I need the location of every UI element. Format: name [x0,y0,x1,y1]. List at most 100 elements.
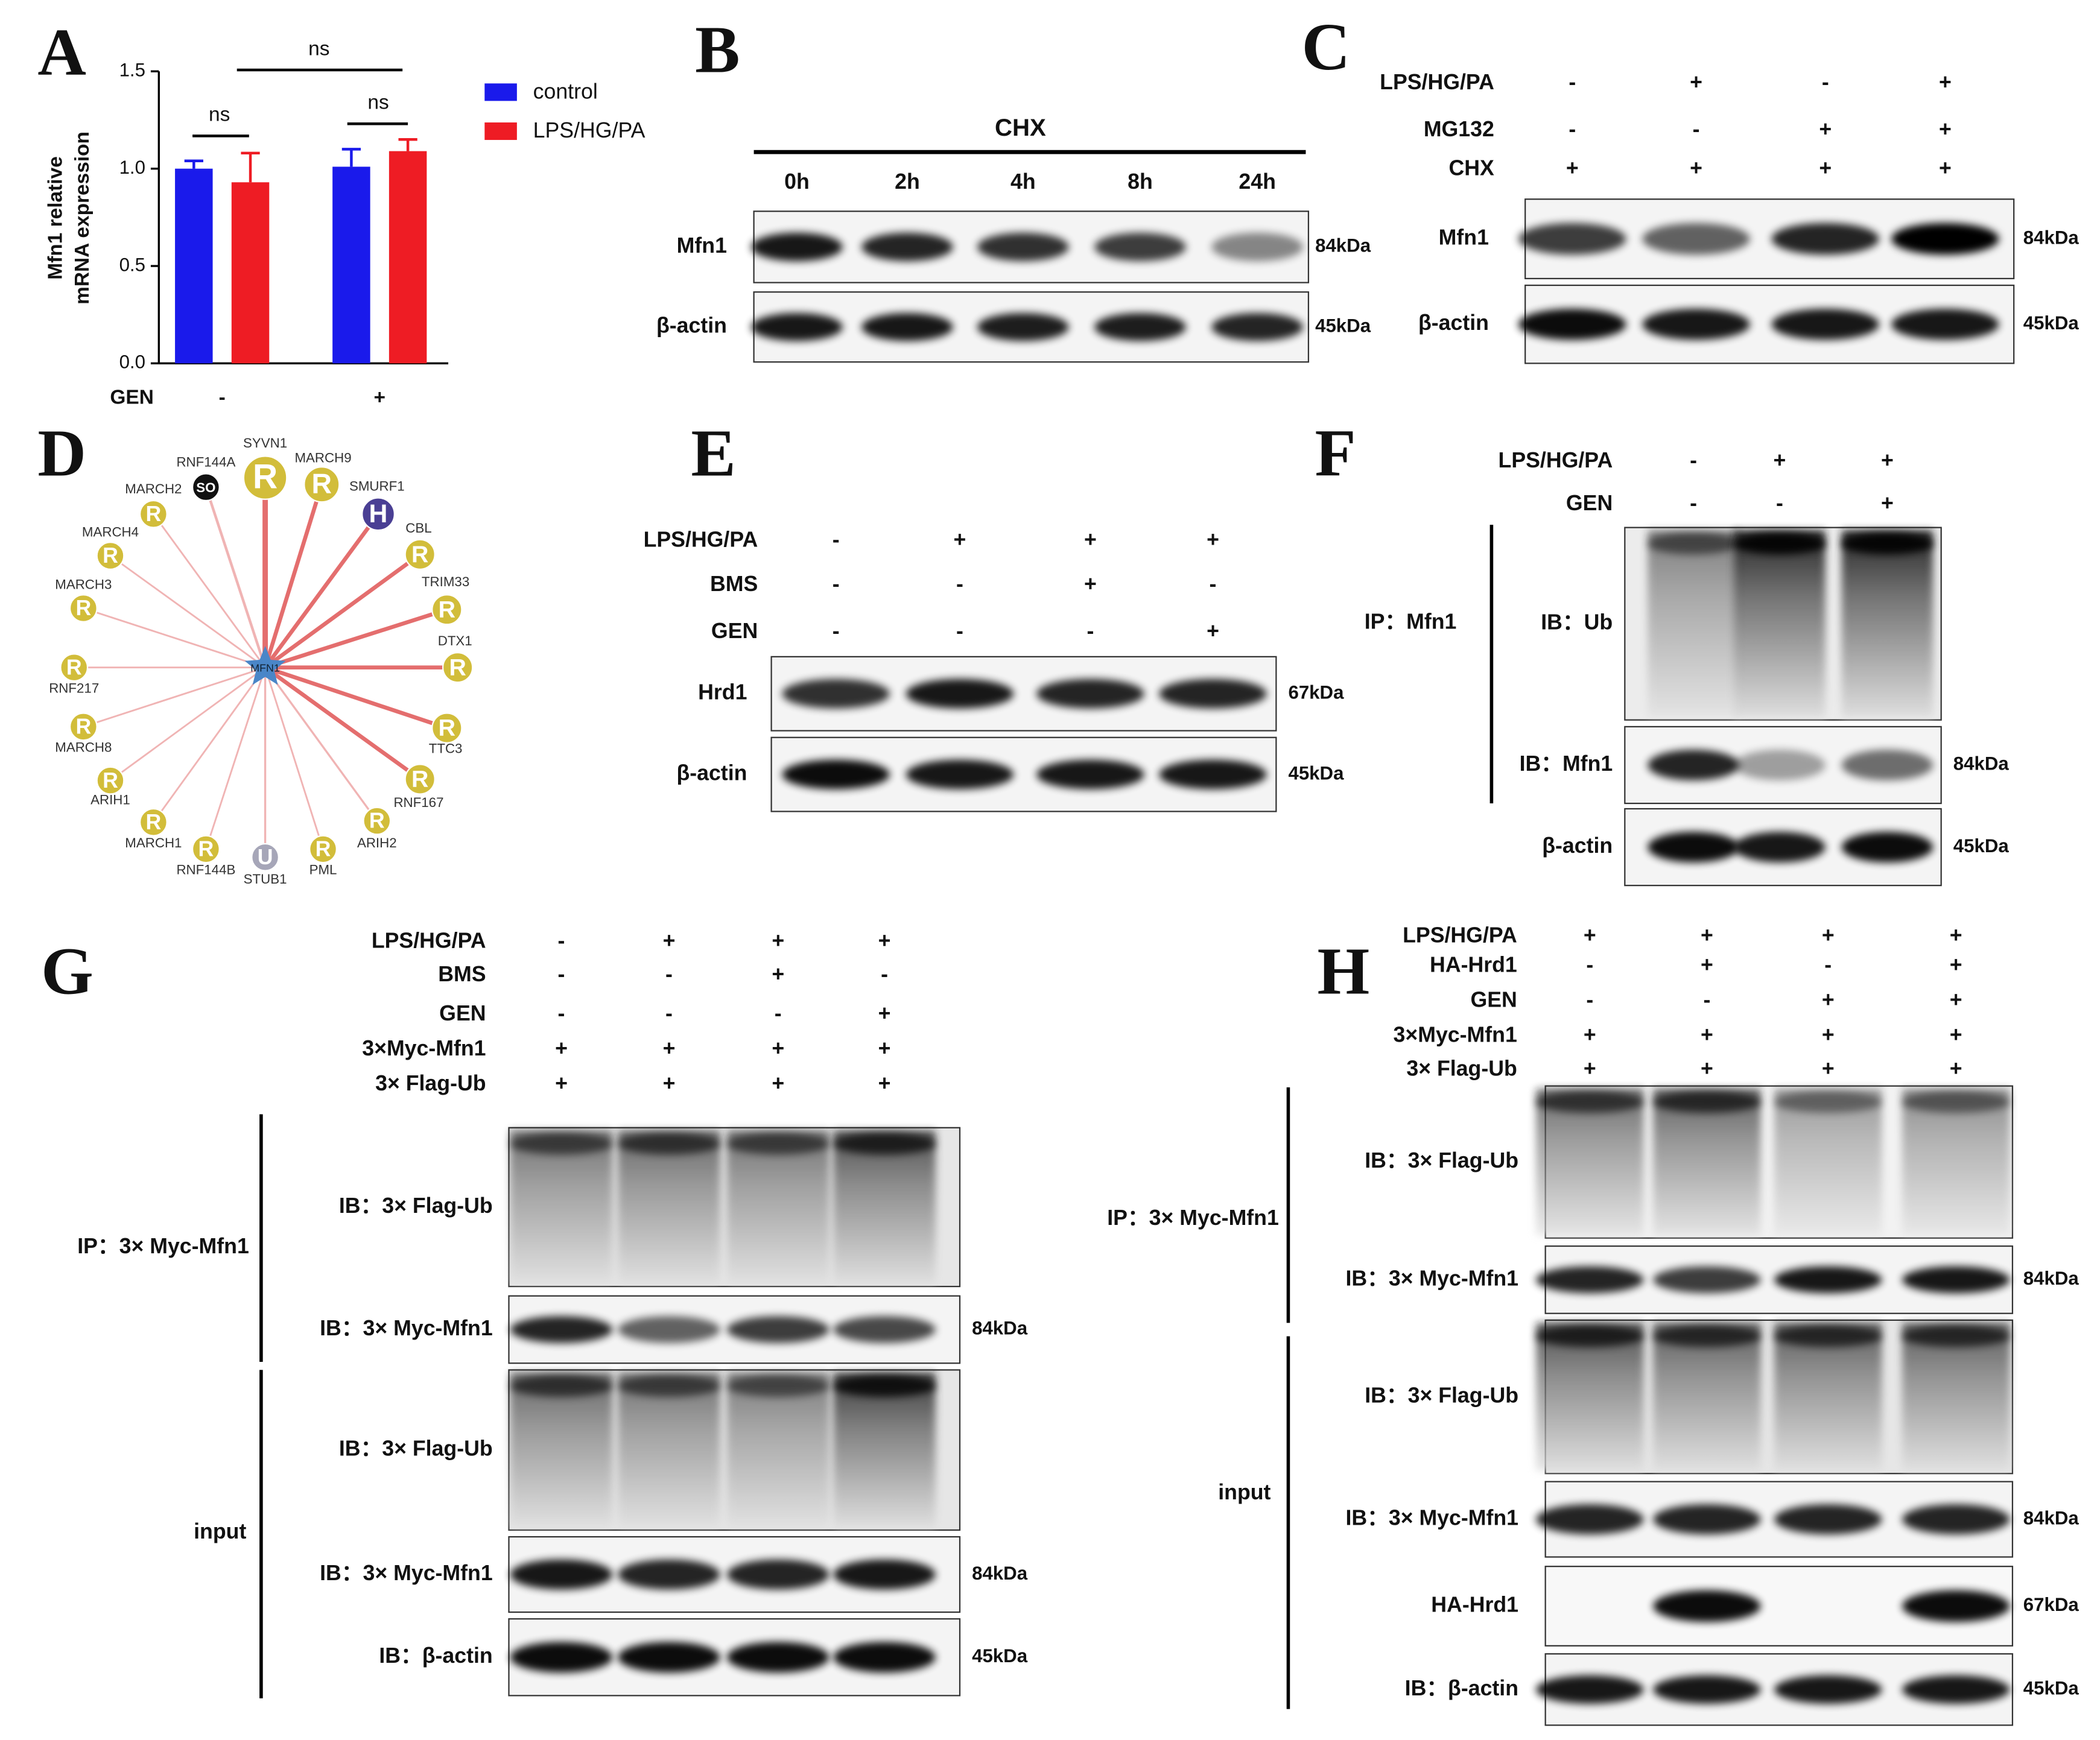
network-node [404,539,436,570]
y-axis-label: Mfn1 relative [45,156,67,280]
blot-band [1648,533,1739,555]
blot-band [1648,750,1739,780]
blot-smear [1774,1089,1882,1236]
blot-band [1891,308,1999,340]
network-node [60,653,89,682]
condition-sign: - [1586,952,1593,976]
condition-sign: + [878,1071,891,1095]
row-label: HA-Hrd1 [1431,1592,1518,1616]
condition-sign: - [775,1001,782,1025]
node-icon: R [75,715,91,739]
blot-band [782,759,890,789]
panel-letter: F [1315,417,1356,491]
blot-band [1653,1675,1761,1704]
group-label: IP：Mfn1 [1365,610,1457,634]
y-tick-label: 0.0 [119,352,145,373]
blot-band [1642,223,1750,255]
blot-band [833,1316,936,1343]
condition-sign: + [1084,572,1097,596]
blot-band [618,1133,720,1155]
blot-band [861,232,953,262]
node-label: PML [309,862,337,878]
significance-label: ns [209,104,230,126]
node-icon: H [369,499,388,528]
panel-letter: C [1302,10,1351,84]
network-node [361,497,395,531]
row-label: IB：Ub [1541,610,1613,634]
size-label: 84kDa [972,1318,1028,1339]
panel-letter: G [41,935,94,1009]
blot-band [1211,232,1304,262]
condition-sign: - [881,962,888,986]
condition-sign: + [1822,1022,1835,1046]
y-tick-label: 1.0 [119,157,145,178]
blot-band [906,679,1014,709]
condition-sign: - [1569,117,1576,141]
condition-sign: + [1701,1056,1713,1080]
significance-label: ns [367,92,389,114]
x-tick-label: + [373,386,385,408]
center-node [244,645,286,685]
blot-band [510,1642,613,1673]
network-node [251,843,280,872]
condition-label: CHX [1449,156,1495,180]
error-bar [241,151,260,183]
row-label: IB：β-actin [379,1644,492,1668]
group-label: input [1218,1480,1270,1504]
blot-smear [1536,1323,1644,1471]
blot-band [1536,1325,1644,1347]
node-label: RNF217 [49,680,99,695]
network-edge [263,513,380,669]
blot-band [726,1133,830,1155]
size-label: 84kDa [1953,753,2010,774]
blot-band [1774,1091,1882,1113]
network-edge [264,665,448,730]
error-bar [398,138,417,151]
node-icon: R [253,457,278,496]
size-label: 45kDa [1315,315,1371,336]
row-label: IB：3× Myc-Mfn1 [320,1316,493,1340]
node-label: RNF144B [176,862,235,878]
size-label: 45kDa [972,1645,1028,1666]
node-label: MARCH4 [82,524,139,539]
node-label: DTX1 [438,633,472,648]
timepoint-label: 4h [1010,169,1036,194]
network-node [69,594,98,622]
condition-sign: + [1950,923,1962,947]
blot-band [1653,1504,1761,1535]
node-icon: R [316,837,331,861]
condition-label: BMS [438,962,486,986]
blot-smear [726,1130,830,1284]
blot-smear [1653,1089,1761,1236]
condition-label: 3× Flag-Ub [375,1071,486,1095]
node-icon: R [411,765,428,792]
condition-sign: - [956,572,963,596]
blot-band [510,1316,613,1343]
blot-band [1653,1266,1761,1294]
blot-band [1518,308,1626,340]
blot-band [833,1642,936,1673]
bar [332,166,370,364]
blot-band [1774,1504,1882,1535]
blot-band [510,1375,613,1397]
condition-sign: + [1207,527,1219,551]
condition-sign: + [1881,491,1894,515]
blot-band [1653,1091,1761,1113]
row-label: IB：3× Flag-Ub [1365,1383,1518,1407]
bar [231,182,270,364]
condition-sign: - [1824,952,1832,976]
condition-label: 3× Flag-Ub [1406,1056,1517,1080]
blot-band [833,1375,936,1397]
blot-smear [726,1372,830,1528]
condition-label: GEN [439,1001,486,1025]
group-label: IP：3× Myc-Mfn1 [77,1234,249,1258]
network-edge [264,665,422,781]
blot-band [1902,1675,2010,1704]
panel-letter: A [37,16,86,90]
network-node [139,808,168,837]
condition-sign: - [665,1001,673,1025]
blot-band [1902,1091,2010,1113]
blot-band [1771,308,1880,340]
x-axis-label: GEN [110,386,154,408]
node-label: TTC3 [429,741,463,756]
